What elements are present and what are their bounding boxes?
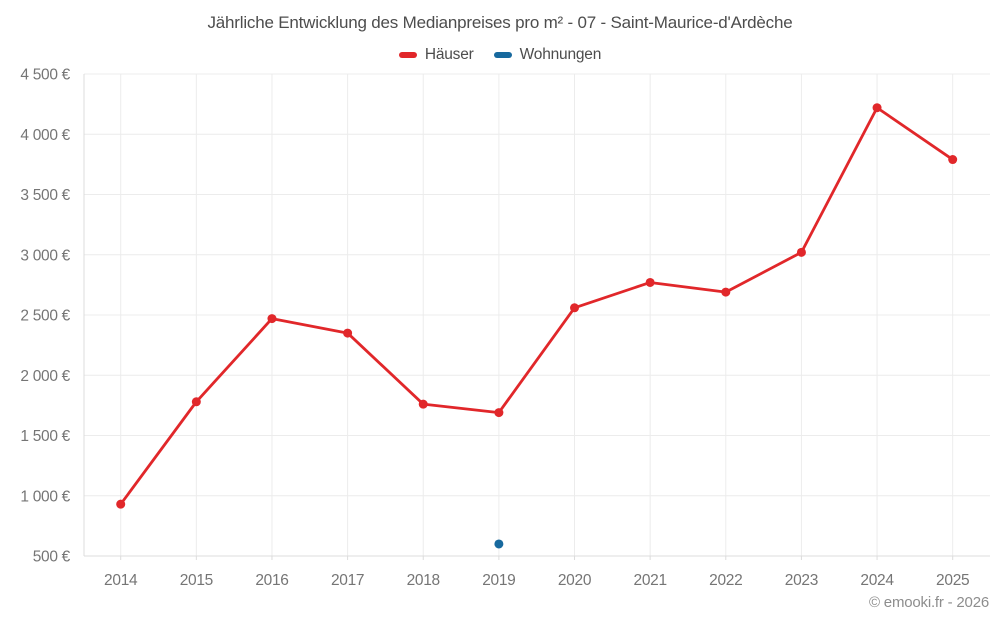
y-tick-label: 2 000 €	[20, 368, 70, 385]
häuser-point-2023[interactable]	[796, 247, 806, 257]
häuser-point-2015[interactable]	[191, 397, 201, 407]
x-tick-label: 2023	[785, 572, 818, 589]
x-tick-label: 2020	[558, 572, 592, 589]
x-tick-label: 2015	[180, 572, 213, 589]
wohnungen-legend-swatch-icon	[493, 52, 512, 58]
häuser-point-2016[interactable]	[267, 314, 277, 324]
legend-item-hauser[interactable]: Häuser	[398, 46, 474, 64]
y-tick-label: 2 500 €	[20, 308, 70, 325]
häuser-point-2020[interactable]	[570, 303, 580, 313]
y-tick-label: 1 000 €	[20, 488, 70, 505]
copyright-text: © emooki.fr - 2026	[868, 594, 989, 611]
häuser-point-2014[interactable]	[116, 499, 126, 509]
häuser-point-2017[interactable]	[343, 328, 353, 338]
y-tick-label: 1 500 €	[20, 428, 70, 445]
chart-title: Jährliche Entwicklung des Medianpreises …	[207, 13, 793, 32]
x-tick-label: 2024	[860, 572, 894, 589]
häuser-point-2022[interactable]	[721, 287, 731, 297]
hauser-legend-swatch-icon	[398, 52, 417, 58]
häuser-point-2024[interactable]	[872, 103, 882, 113]
legend-item-wohnungen[interactable]: Wohnungen	[493, 46, 602, 64]
x-tick-label: 2017	[331, 572, 364, 589]
häuser-point-2021[interactable]	[645, 277, 655, 287]
x-tick-label: 2019	[482, 572, 515, 589]
y-tick-label: 4 500 €	[20, 67, 70, 84]
x-tick-label: 2025	[936, 572, 969, 589]
x-tick-label: 2022	[709, 572, 742, 589]
legend-label-wohnungen: Wohnungen	[519, 46, 602, 63]
x-tick-label: 2021	[634, 572, 667, 589]
y-tick-label: 3 000 €	[20, 247, 70, 264]
häuser-point-2025[interactable]	[948, 155, 958, 165]
x-tick-label: 2018	[407, 572, 440, 589]
chart-legend: Häuser Wohnungen	[0, 46, 1000, 64]
häuser-point-2018[interactable]	[418, 399, 428, 409]
häuser-point-2019[interactable]	[494, 408, 504, 418]
y-tick-label: 3 500 €	[20, 187, 70, 204]
y-tick-label: 500 €	[33, 549, 71, 566]
x-tick-label: 2016	[255, 572, 288, 589]
legend-label-hauser: Häuser	[424, 46, 474, 63]
wohnungen-point-2019[interactable]	[494, 539, 504, 549]
y-tick-label: 4 000 €	[20, 127, 70, 144]
häuser-line	[119, 106, 955, 506]
x-tick-label: 2014	[104, 572, 138, 589]
